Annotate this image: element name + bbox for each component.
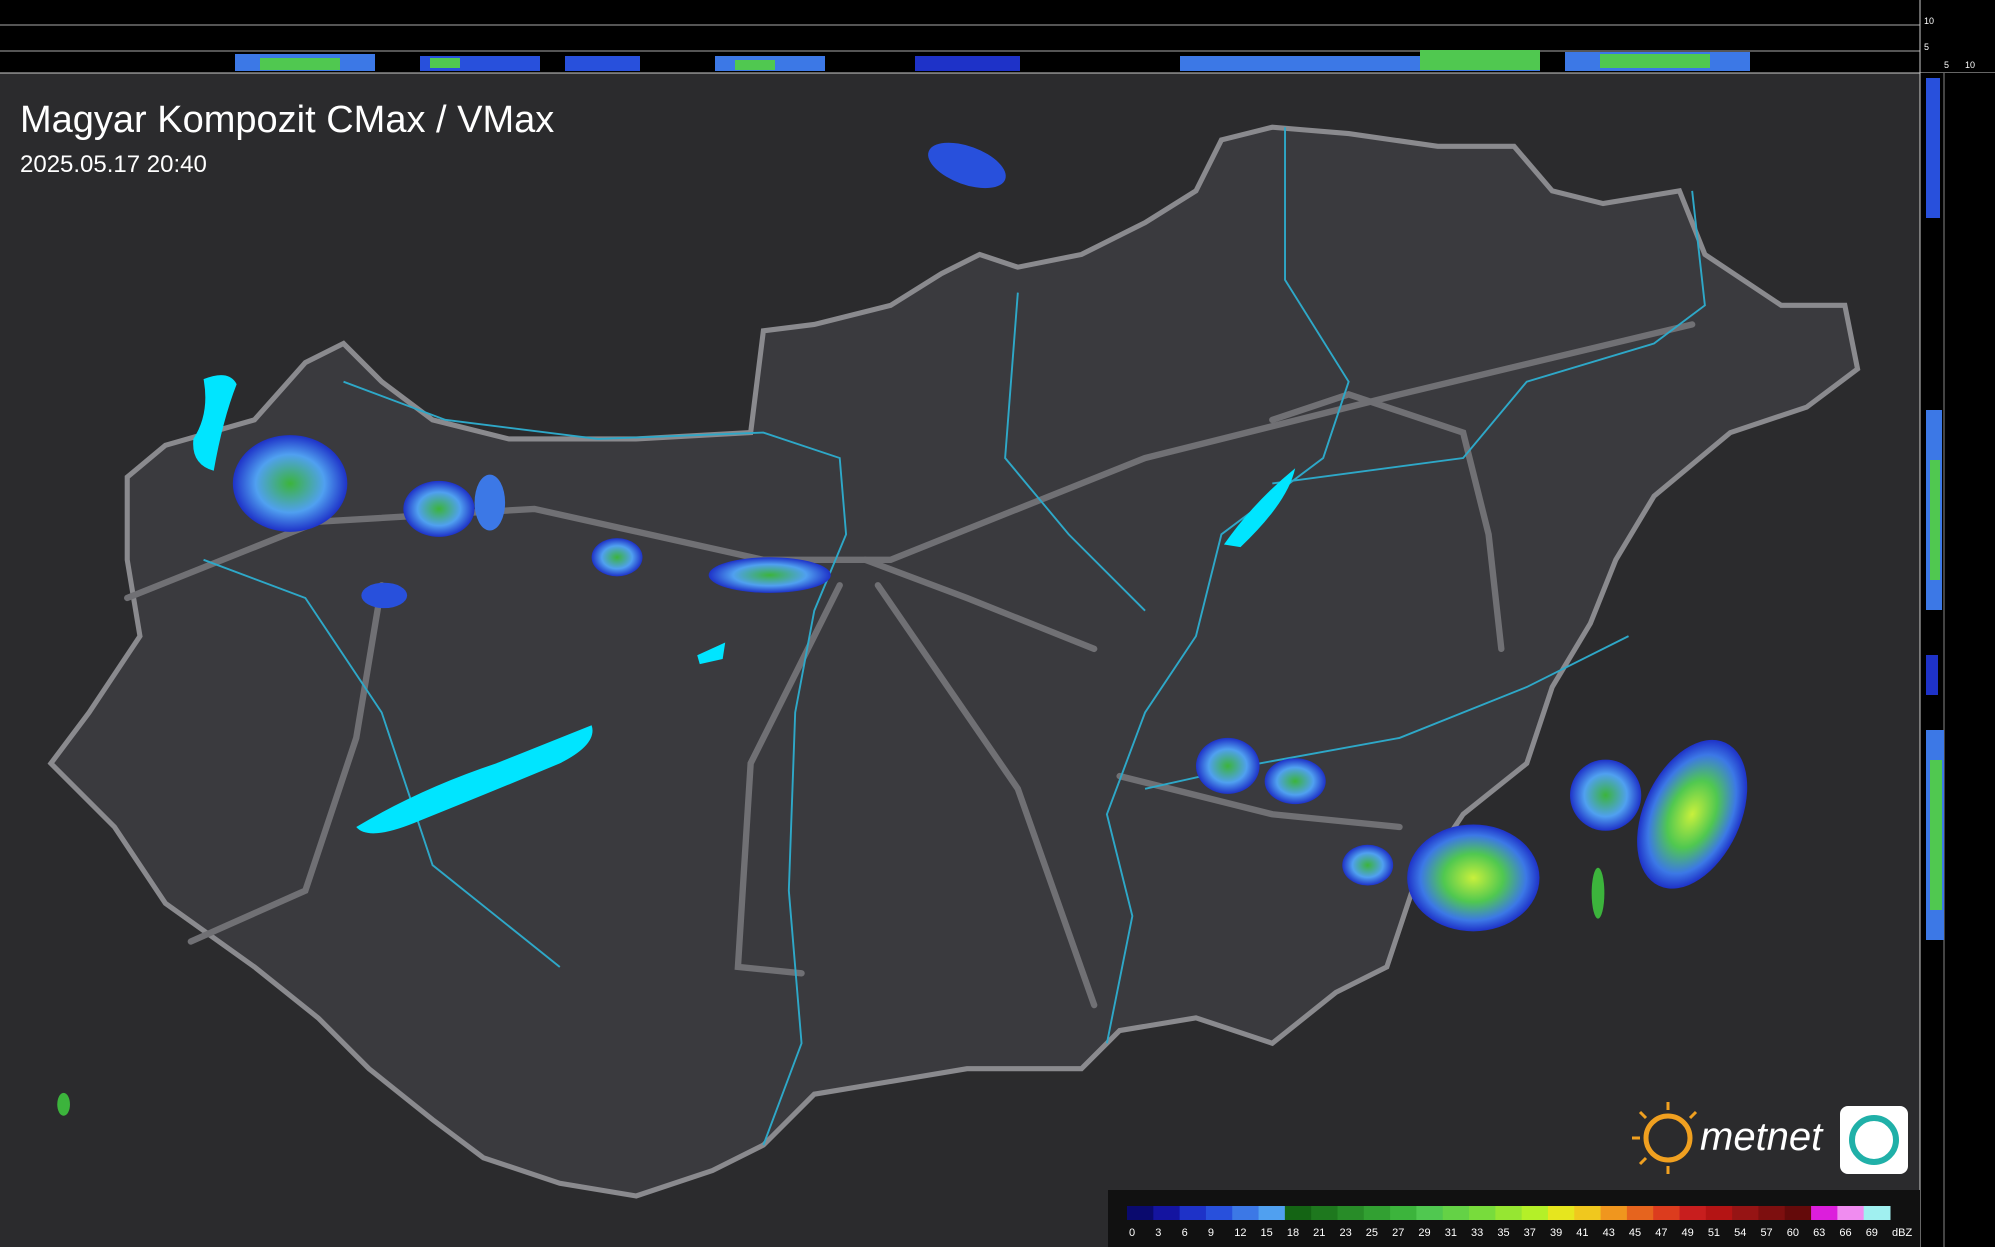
legend-label: 23 bbox=[1339, 1227, 1351, 1239]
profile-label: 5 bbox=[1924, 42, 1929, 52]
rivers bbox=[203, 127, 1706, 1146]
legend-label: 60 bbox=[1787, 1227, 1799, 1239]
legend-unit: dBZ bbox=[1892, 1227, 1912, 1239]
legend-label: 66 bbox=[1839, 1227, 1851, 1239]
legend-label: 0 bbox=[1129, 1227, 1135, 1239]
legend-swatch bbox=[1732, 1206, 1759, 1220]
legend-label: 45 bbox=[1629, 1227, 1641, 1239]
legend-label: 12 bbox=[1234, 1227, 1246, 1239]
legend-swatch bbox=[1547, 1206, 1575, 1220]
lake-velence bbox=[697, 642, 726, 665]
legend-swatch bbox=[1574, 1206, 1602, 1220]
legend-label: 27 bbox=[1392, 1227, 1404, 1239]
legend-swatch bbox=[1258, 1206, 1286, 1220]
legend-label: 39 bbox=[1550, 1227, 1562, 1239]
legend-swatch bbox=[1626, 1206, 1654, 1220]
roads bbox=[124, 321, 1696, 1009]
legend-swatch bbox=[1390, 1206, 1417, 1220]
legend-label: 57 bbox=[1760, 1227, 1772, 1239]
legend-swatch bbox=[1337, 1206, 1365, 1220]
legend-swatch bbox=[1469, 1206, 1496, 1220]
legend-swatch bbox=[1232, 1206, 1260, 1220]
legend-label: 25 bbox=[1366, 1227, 1378, 1239]
legend-label: 41 bbox=[1576, 1227, 1588, 1239]
legend-swatch bbox=[1705, 1206, 1733, 1220]
lake-tisza bbox=[1223, 468, 1296, 548]
legend-swatch bbox=[1811, 1206, 1838, 1220]
legend-swatch bbox=[1205, 1206, 1233, 1220]
legend-label: 31 bbox=[1445, 1227, 1457, 1239]
legend-swatch bbox=[1758, 1206, 1786, 1220]
legend-swatch bbox=[1416, 1206, 1444, 1220]
legend-swatch bbox=[1837, 1206, 1865, 1220]
legend-swatch bbox=[1679, 1206, 1707, 1220]
side-echoes bbox=[1926, 78, 1944, 940]
legend-label: 9 bbox=[1208, 1227, 1214, 1239]
legend-swatch bbox=[1521, 1206, 1549, 1220]
legend-label: 69 bbox=[1866, 1227, 1878, 1239]
legend-swatch bbox=[1784, 1206, 1812, 1220]
timestamp: 2025.05.17 20:40 bbox=[20, 151, 207, 178]
legend-swatch bbox=[1179, 1206, 1207, 1220]
profile-echoes bbox=[235, 50, 1750, 71]
logo: metnet bbox=[1632, 1102, 1908, 1174]
legend-swatch bbox=[1653, 1206, 1681, 1220]
profile-label: 10 bbox=[1965, 60, 1975, 70]
lake-balaton bbox=[356, 725, 593, 834]
legend-label: 43 bbox=[1603, 1227, 1615, 1239]
legend-swatch bbox=[1153, 1206, 1181, 1220]
legend-swatch bbox=[1495, 1206, 1523, 1220]
legend-swatch bbox=[1363, 1206, 1391, 1220]
legend-swatch bbox=[1127, 1206, 1154, 1220]
legend-label: 49 bbox=[1682, 1227, 1694, 1239]
legend-swatch bbox=[1863, 1206, 1891, 1220]
legend-label: 37 bbox=[1524, 1227, 1536, 1239]
legend-label: 29 bbox=[1418, 1227, 1430, 1239]
profile-label: 5 bbox=[1944, 60, 1949, 70]
legend-label: 35 bbox=[1497, 1227, 1509, 1239]
legend-swatch bbox=[1284, 1206, 1312, 1220]
map-title: Magyar Kompozit CMax / VMax bbox=[20, 99, 554, 141]
legend-label: 21 bbox=[1313, 1227, 1325, 1239]
legend-label: 15 bbox=[1261, 1227, 1273, 1239]
legend-swatch bbox=[1600, 1206, 1628, 1220]
logo-text: metnet bbox=[1700, 1115, 1824, 1159]
legend-label: 54 bbox=[1734, 1227, 1746, 1239]
legend-label: 51 bbox=[1708, 1227, 1720, 1239]
profile-label: 10 bbox=[1924, 16, 1934, 26]
legend-label: 33 bbox=[1471, 1227, 1483, 1239]
legend-label: 63 bbox=[1813, 1227, 1825, 1239]
legend-label: 18 bbox=[1287, 1227, 1299, 1239]
legend-label: 3 bbox=[1155, 1227, 1161, 1239]
legend-swatch bbox=[1442, 1206, 1470, 1220]
legend: 0 3 6 9 12 15 18 21 23 25 27 29 31 33 35 37 39 41 43 45 47 49… bbox=[1127, 1206, 1912, 1239]
map-layer bbox=[47, 124, 1861, 1199]
legend-label: 47 bbox=[1655, 1227, 1667, 1239]
legend-label: 6 bbox=[1182, 1227, 1188, 1239]
legend-swatch bbox=[1311, 1206, 1338, 1220]
radar-echoes bbox=[57, 142, 1748, 1116]
lake-neusiedl bbox=[193, 375, 237, 471]
